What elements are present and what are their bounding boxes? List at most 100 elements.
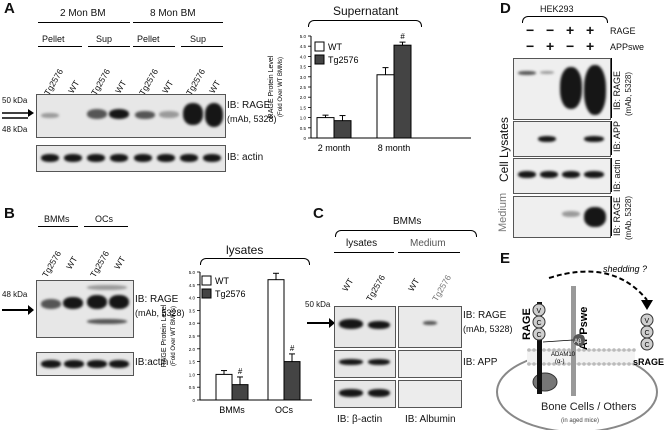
blot-a-rage <box>36 94 226 138</box>
lipid-head <box>527 362 531 366</box>
lipid-head <box>552 362 556 366</box>
lipid-head <box>557 362 561 366</box>
category-label: 2 month <box>318 143 351 153</box>
app-sign-2: + <box>546 38 555 54</box>
srage-c-domain-2 <box>640 337 654 351</box>
shedding-arrowhead-icon <box>641 300 653 310</box>
cell-line-label: HEK293 <box>540 4 574 14</box>
group-ocs-label: OCs <box>95 214 113 224</box>
panel-b-label: B <box>4 205 15 222</box>
rage-c-text-2: C <box>537 332 542 339</box>
y-axis-label: RAGE Protein Level <box>161 304 168 367</box>
rage-sign-1: − <box>526 22 535 38</box>
blot-c-actin <box>334 380 396 408</box>
alpha-text: (α-) <box>555 359 564 365</box>
abeta-icon <box>573 334 585 346</box>
bar-tg2576-0 <box>231 384 249 401</box>
band-arrow-c-icon <box>307 315 335 328</box>
lipid-head <box>612 362 616 366</box>
y-tick-label: 4.5 <box>300 44 307 49</box>
y-tick-label: 2.0 <box>189 347 196 352</box>
ib-actin-d: IB: actin <box>612 159 622 192</box>
y-tick-label: 3.5 <box>189 308 196 313</box>
panel-c-label: C <box>313 205 324 222</box>
rage-label: RAGE <box>521 308 533 340</box>
bar-wt-0 <box>215 373 233 401</box>
rage-stalk <box>537 302 542 394</box>
lipid-head <box>622 362 626 366</box>
sup2-bracket <box>181 46 223 47</box>
y-tick-label: 0 <box>303 136 306 141</box>
panel-e-diagram: V C C RAGE APPswe Aβ ADAM10 (α-) sheddin… <box>496 264 664 430</box>
chart-a: 0 0.5 1.0 1.5 2.0 2.5 3.0 3.5 4.0 4.5 5.0 RAGE Prot… <box>268 32 471 153</box>
lipid-head <box>607 348 611 352</box>
chart-b-title: lysates <box>226 243 264 257</box>
panel-c-bracket <box>335 230 477 237</box>
chart-a-bracket <box>308 20 422 27</box>
srage-v-text: V <box>645 318 650 325</box>
lane-b-2: WT <box>64 254 80 271</box>
lipid-head <box>617 362 621 366</box>
app-sign-4: + <box>586 38 595 54</box>
legend-swatch <box>201 275 212 286</box>
lipid-head <box>582 348 586 352</box>
y-axis-label-sub: (Fold Over WT BMMs) <box>278 57 284 117</box>
interaction-line <box>542 339 574 343</box>
bar-tg2576-1 <box>393 44 412 139</box>
pellet2-bracket <box>133 46 175 47</box>
panel-d-label: D <box>500 0 511 17</box>
blot-a-actin <box>36 145 226 172</box>
bar-tg2576-0 <box>333 120 352 139</box>
category-label: OCs <box>275 405 294 415</box>
bar-wt-0 <box>316 117 335 139</box>
shedding-arrow <box>548 270 648 301</box>
panel-c-header: BMMs <box>393 216 422 227</box>
bar-wt-1 <box>267 279 285 401</box>
blot-c-rage-lysates <box>334 306 396 348</box>
pellet1-bracket <box>38 46 82 47</box>
lipid-head <box>627 348 631 352</box>
blot-c-app-medium <box>398 350 462 378</box>
band-arrow-b-icon <box>2 302 34 315</box>
y-tick-label: 0.5 <box>189 385 196 390</box>
lipid-head <box>587 348 591 352</box>
d-app-labelbox <box>611 121 612 155</box>
y-tick-label: 2.5 <box>300 85 307 90</box>
d-actin-labelbox <box>611 158 612 192</box>
ib-actin-a: IB: actin <box>227 152 264 163</box>
group-2mon-label: 2 Mon BM <box>60 8 106 19</box>
y-axis-label: RAGE Protein Level <box>268 55 275 118</box>
category-label: BMMs <box>219 405 245 415</box>
chart-b-bracket <box>200 258 310 265</box>
blot-c-app-lysates <box>334 350 396 378</box>
membrane <box>527 350 635 364</box>
chart-a-title: Supernatant <box>333 4 399 18</box>
lane-a-2: WT <box>66 78 82 95</box>
app-sign-3: − <box>566 38 575 54</box>
srage-label: sRAGE <box>633 357 664 367</box>
group-bmms-label: BMMs <box>44 214 70 224</box>
section-lysates: lysates <box>346 238 378 249</box>
mw-c-50kda: 50 kDa <box>305 300 331 309</box>
fraction-pellet-2: Pellet <box>137 34 160 44</box>
medium-underline <box>398 252 460 253</box>
lipid-head <box>562 362 566 366</box>
lane-a-6: WT <box>160 78 176 95</box>
lipid-head <box>612 348 616 352</box>
lane-a-8: WT <box>207 78 223 95</box>
lipid-head <box>632 362 636 366</box>
rage-sign-3: + <box>566 22 575 38</box>
blot-c-albumin <box>398 380 462 408</box>
ib-rage-d: IB: RAGE <box>612 70 622 110</box>
y-tick-label: 2.5 <box>189 334 196 339</box>
significance-mark: # <box>290 344 295 353</box>
y-tick-label: 4.0 <box>300 54 307 59</box>
y-axis-label-sub: (Fold Over WT BMMs) <box>171 306 177 366</box>
ib-rage-b: IB: RAGE <box>135 294 179 305</box>
lipid-head <box>632 348 636 352</box>
lipid-head <box>582 362 586 366</box>
lipid-head <box>602 362 606 366</box>
cell-lysates-label: Cell Lysates <box>497 117 511 182</box>
category-label: 8 month <box>378 143 411 153</box>
significance-mark: # <box>400 32 405 41</box>
